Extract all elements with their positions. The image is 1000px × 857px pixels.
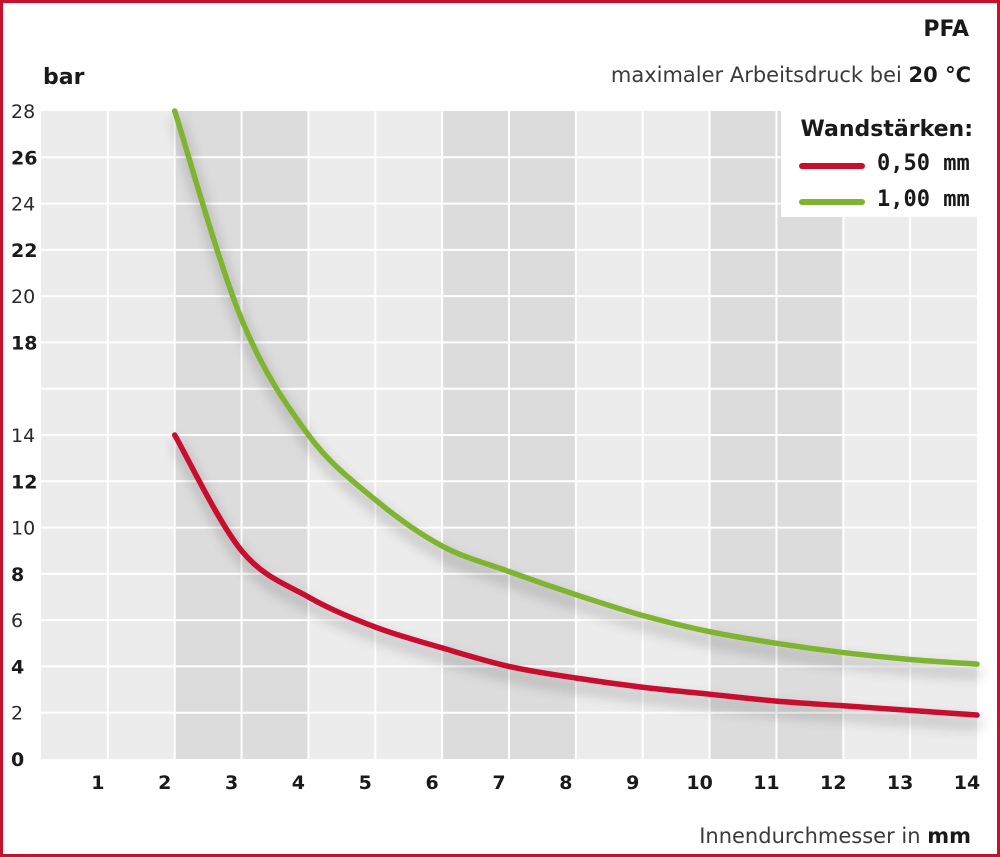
legend-title: Wandstärken: bbox=[800, 117, 973, 142]
data-point bbox=[172, 109, 177, 114]
data-point bbox=[440, 645, 445, 650]
data-point bbox=[774, 641, 779, 646]
x-tick-label: 6 bbox=[426, 772, 439, 794]
data-point bbox=[975, 713, 980, 718]
data-point bbox=[640, 613, 645, 618]
data-point bbox=[573, 592, 578, 597]
y-tick-label: 0 bbox=[11, 749, 24, 771]
series-line bbox=[171, 108, 980, 667]
data-point bbox=[306, 433, 311, 438]
y-tick-label: 18 bbox=[11, 332, 37, 354]
x-tick-label: 10 bbox=[686, 772, 712, 794]
data-point bbox=[707, 629, 712, 634]
x-tick-label: 12 bbox=[820, 772, 846, 794]
data-point bbox=[908, 708, 913, 713]
x-axis-label-unit: mm bbox=[927, 824, 971, 848]
legend: Wandstärken: 0,50 mm 1,00 mm bbox=[781, 111, 981, 217]
x-tick-label: 8 bbox=[559, 772, 572, 794]
series-0-50mm bbox=[171, 432, 980, 718]
x-tick-label: 5 bbox=[359, 772, 372, 794]
x-tick-label: 7 bbox=[492, 772, 505, 794]
chart-title: PFA bbox=[923, 17, 969, 42]
y-tick-label: 28 bbox=[11, 101, 35, 123]
subtitle-temperature: 20 °C bbox=[908, 63, 971, 87]
x-ticks: 1 2 3 4 5 6 7 8 9 10 11 12 13 14 bbox=[91, 772, 980, 794]
y-tick-label: 10 bbox=[11, 518, 35, 540]
x-tick-label: 3 bbox=[225, 772, 238, 794]
data-point bbox=[373, 625, 378, 630]
y-tick-label: 14 bbox=[11, 425, 35, 447]
data-point bbox=[774, 699, 779, 704]
legend-item-0-50mm: 0,50 mm bbox=[799, 151, 979, 181]
data-point bbox=[306, 595, 311, 600]
series-1-00mm bbox=[171, 108, 980, 667]
x-axis-label-text: Innendurchmesser in bbox=[699, 824, 921, 848]
x-tick-label: 13 bbox=[887, 772, 913, 794]
legend-swatch-red bbox=[799, 163, 865, 169]
y-tick-label: 2 bbox=[11, 703, 23, 725]
data-point bbox=[239, 317, 244, 322]
legend-item-1-00mm: 1,00 mm bbox=[799, 187, 979, 217]
x-tick-label: 1 bbox=[91, 772, 104, 794]
data-point bbox=[239, 548, 244, 553]
data-point bbox=[507, 569, 512, 574]
y-tick-label: 24 bbox=[11, 194, 35, 216]
data-point bbox=[440, 544, 445, 549]
data-point bbox=[841, 703, 846, 708]
legend-label: 1,00 mm bbox=[877, 187, 970, 212]
x-tick-label: 14 bbox=[954, 772, 980, 794]
data-point bbox=[373, 497, 378, 502]
legend-label: 0,50 mm bbox=[877, 151, 970, 176]
data-point bbox=[908, 657, 913, 662]
y-axis-label: bar bbox=[43, 65, 85, 90]
data-point bbox=[841, 650, 846, 655]
x-tick-label: 2 bbox=[158, 772, 171, 794]
y-tick-label: 4 bbox=[11, 656, 24, 678]
data-point bbox=[707, 692, 712, 697]
data-point bbox=[507, 664, 512, 669]
legend-swatch-green bbox=[799, 199, 865, 205]
y-tick-label: 8 bbox=[11, 564, 24, 586]
data-point bbox=[640, 685, 645, 690]
y-tick-label: 12 bbox=[11, 471, 37, 493]
chart-subtitle: maximaler Arbeitsdruck bei 20 °C bbox=[611, 63, 971, 87]
x-tick-label: 4 bbox=[292, 772, 305, 794]
x-tick-label: 9 bbox=[626, 772, 639, 794]
data-point bbox=[573, 676, 578, 681]
x-axis-label: Innendurchmesser in mm bbox=[699, 824, 971, 848]
data-point bbox=[975, 662, 980, 667]
y-tick-label: 22 bbox=[11, 240, 37, 262]
y-tick-label: 20 bbox=[11, 286, 35, 308]
data-point bbox=[172, 433, 177, 438]
series-line bbox=[171, 432, 980, 718]
subtitle-text: maximaler Arbeitsdruck bei bbox=[610, 63, 902, 87]
y-tick-label: 6 bbox=[11, 610, 23, 632]
y-tick-label: 26 bbox=[11, 147, 37, 169]
x-tick-label: 11 bbox=[753, 772, 779, 794]
